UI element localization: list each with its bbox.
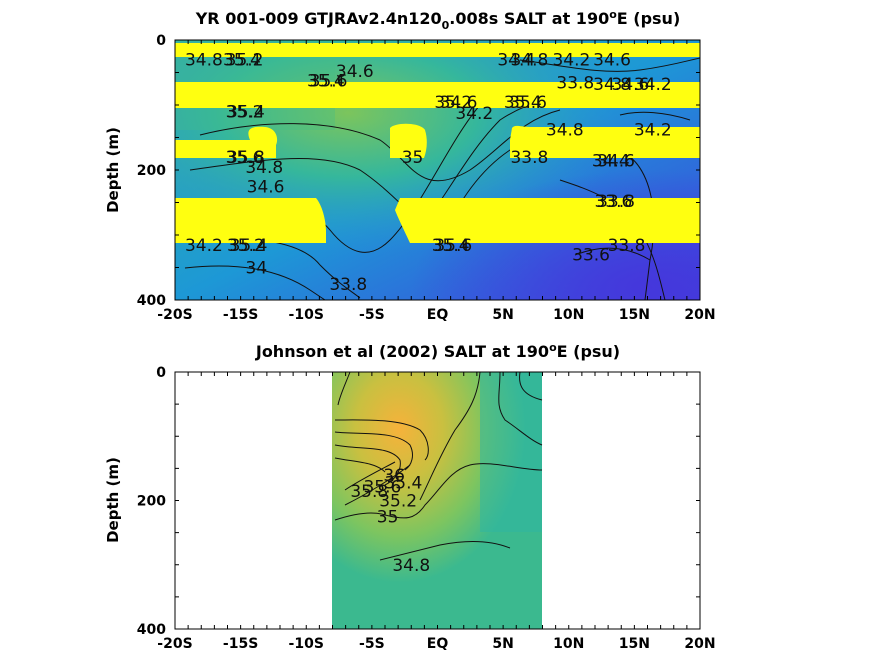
contour-label: 34.4 <box>497 51 535 71</box>
contour-label: 35.4 <box>227 103 265 123</box>
contour-label: 34.8 <box>546 121 584 141</box>
contour-label: 35.6 <box>363 477 401 497</box>
contour-label: 33.8 <box>608 236 646 256</box>
contour-label: 35.6 <box>509 93 547 113</box>
contour-label: 34.8 <box>245 158 283 178</box>
bottom-salinity-field <box>332 372 542 629</box>
y-tick-label: 0 <box>156 365 166 381</box>
contour-label: 34.8 <box>392 556 430 576</box>
x-tick-label: -10S <box>289 636 324 652</box>
contour-label: 35 <box>377 508 399 528</box>
x-tick-label: -20S <box>157 307 192 323</box>
contour-label: 35.6 <box>434 236 472 256</box>
contour-label: 33.8 <box>597 192 635 212</box>
x-tick-label: 5N <box>492 636 513 652</box>
x-tick-label: EQ <box>427 307 449 323</box>
bottom-contour-lines <box>334 371 543 561</box>
contour-label: 34.6 <box>247 177 285 197</box>
contour-label: 36 <box>383 466 405 486</box>
contour-label: 35.8 <box>350 482 388 502</box>
contour-label: 33.8 <box>510 148 548 168</box>
contour-label: 35.6 <box>226 148 264 168</box>
y-tick-label: 400 <box>137 293 166 309</box>
x-tick-label: -5S <box>359 636 385 652</box>
contour-label: 35.2 <box>227 236 265 256</box>
top-masked-bands <box>175 43 700 243</box>
bottom-y-axis-title: Depth (m) <box>104 457 122 543</box>
bottom-panel: Johnson et al (2002) SALT at 190oE (psu)… <box>104 341 716 652</box>
bottom-panel-title: Johnson et al (2002) SALT at 190oE (psu) <box>255 341 620 361</box>
contour-label: 33.6 <box>572 246 610 266</box>
mask-band <box>175 126 278 158</box>
contour-label: 34.6 <box>593 51 631 71</box>
mask-band <box>395 198 700 243</box>
contour-label: 34.8 <box>510 51 548 71</box>
y-tick-label: 0 <box>156 33 166 49</box>
contour-label: 33.6 <box>594 192 632 212</box>
contour-label: 35.4 <box>223 51 261 71</box>
top-contour-labels: 34.8 35.435.234.635.435.635.235.435.635.8… <box>185 51 672 295</box>
x-tick-label: 20N <box>684 307 715 323</box>
x-tick-label: 10N <box>553 636 584 652</box>
mask-band <box>175 198 326 243</box>
mask-band <box>510 125 700 158</box>
contour-label: 35.4 <box>504 93 542 113</box>
y-tick-label: 200 <box>137 494 166 510</box>
contour-label: 34.6 <box>597 151 635 171</box>
contour-label: 34.2 <box>634 121 672 141</box>
contour-label: 34.2 <box>185 236 223 256</box>
x-tick-label: -20S <box>157 636 192 652</box>
y-tick-label: 400 <box>137 622 166 638</box>
contour-label: 34.2 <box>634 75 672 95</box>
x-tick-label: -5S <box>359 307 385 323</box>
contour-label: 35.2 <box>434 93 472 113</box>
contour-label: 33.8 <box>329 275 367 295</box>
x-tick-label: 20N <box>684 636 715 652</box>
x-tick-label: -10S <box>289 307 324 323</box>
y-tick-label: 200 <box>137 163 166 179</box>
mask-band <box>390 123 427 158</box>
contour-label: 35.4 <box>307 71 345 91</box>
x-tick-label: 10N <box>553 307 584 323</box>
top-panel: YR 001-009 GTJRAv2.4n1200.008s SALT at 1… <box>104 8 716 323</box>
contour-label: 35.6 <box>310 71 348 91</box>
x-tick-label: 5N <box>492 307 513 323</box>
contour-label: 35.2 <box>226 103 264 123</box>
contour-label: 35.4 <box>230 236 268 256</box>
mask-band <box>175 43 700 57</box>
top-y-axis-title: Depth (m) <box>104 127 122 213</box>
x-tick-label: 15N <box>619 307 650 323</box>
x-tick-label: -15S <box>223 636 258 652</box>
top-x-axis: -20S -15S -10S -5S EQ 5N 10N 15N 20N <box>157 40 716 323</box>
contour-label: 34.8 <box>593 75 631 95</box>
contour-label: 33.8 <box>556 73 594 93</box>
x-tick-label: EQ <box>427 636 449 652</box>
contour-label: 34.2 <box>552 51 590 71</box>
bottom-y-axis: 0 200 400 <box>137 365 700 638</box>
contour-label: 34.2 <box>455 104 493 124</box>
contour-label: 35.2 <box>379 492 417 512</box>
mask-band <box>175 82 700 108</box>
contour-label: 35.2 <box>226 51 264 71</box>
bottom-x-axis: -20S -15S -10S -5S EQ 5N 10N 15N 20N <box>157 372 716 652</box>
top-panel-title: YR 001-009 GTJRAv2.4n1200.008s SALT at 1… <box>195 8 681 32</box>
top-y-axis: 0 200 400 <box>137 33 700 309</box>
contour-label: 34.6 <box>336 62 374 82</box>
contour-label: 34.6 <box>612 75 650 95</box>
x-tick-label: -15S <box>223 307 258 323</box>
contour-label: 34.4 <box>592 151 630 171</box>
contour-label: 35.8 <box>227 148 265 168</box>
contour-label: 35.4 <box>384 474 422 494</box>
contour-label: 35 <box>402 148 424 168</box>
contour-label: 34.6 <box>440 93 478 113</box>
contour-label: 34 <box>246 259 268 279</box>
x-tick-label: 15N <box>619 636 650 652</box>
contour-label: 35.4 <box>432 236 470 256</box>
contour-label: 34.8 <box>185 51 223 71</box>
